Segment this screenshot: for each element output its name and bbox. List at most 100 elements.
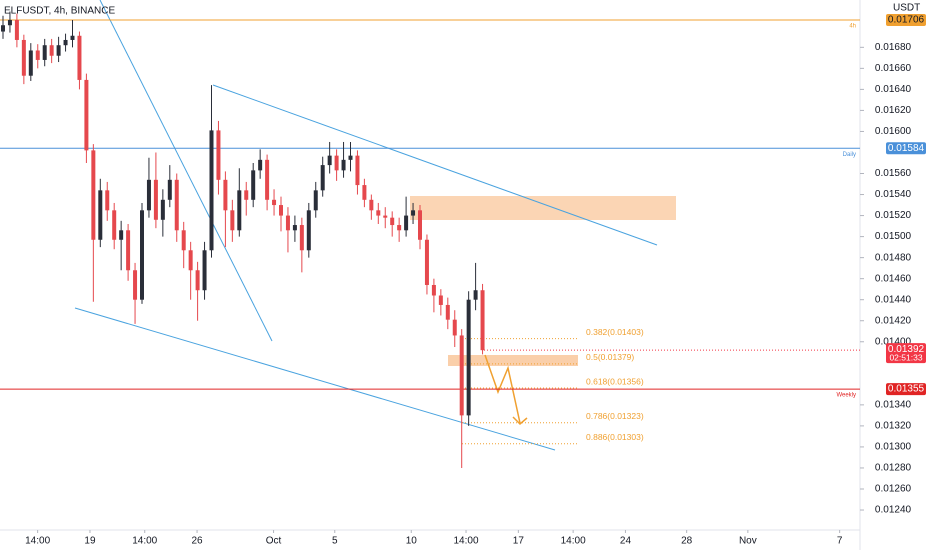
candle-body: [251, 170, 256, 200]
y-tick-label: 0.01660: [875, 63, 912, 74]
candle-body: [153, 179, 158, 220]
level-price-box: [886, 383, 926, 396]
last-price: 0.01392: [888, 344, 925, 355]
y-tick-label: 0.01320: [875, 421, 912, 432]
candle-body: [209, 130, 214, 251]
candle-body: [1, 25, 5, 32]
y-tick-label: 0.01440: [875, 294, 912, 305]
candle-body: [49, 45, 54, 56]
candle-body: [404, 215, 409, 231]
supply-zone: [410, 196, 676, 220]
candle-body: [397, 225, 402, 231]
candle-body: [355, 155, 360, 186]
candle-body: [272, 199, 277, 206]
arrow-head: [512, 416, 528, 426]
level-price: 0.01584: [888, 143, 925, 154]
trend-line: [99, 0, 273, 342]
level-price: 0.01706: [888, 15, 925, 26]
candle-body: [390, 217, 395, 226]
candle-body: [112, 210, 117, 240]
candle-body: [174, 179, 179, 231]
y-tick-label: 0.01480: [875, 252, 912, 263]
candle-body: [285, 215, 290, 231]
candle-body: [320, 165, 325, 191]
x-tick-label: 24: [620, 536, 632, 547]
candle-body: [279, 205, 283, 216]
candle-body: [167, 179, 172, 200]
y-tick-label: 0.01340: [875, 400, 912, 411]
y-tick-label: 0.01280: [875, 463, 912, 474]
candle-body: [445, 304, 450, 320]
projection-arrow: [484, 354, 521, 424]
fib-label: 0.382(0.01403): [586, 327, 644, 337]
candle-body: [105, 190, 110, 211]
x-tick-label: 10: [406, 536, 418, 547]
candle-body: [98, 190, 103, 240]
candle-body: [7, 19, 12, 26]
y-tick-label: 0.01600: [875, 126, 912, 137]
candle-body: [466, 299, 471, 416]
x-tick-label: Oct: [266, 536, 282, 547]
y-tick-label: 0.01260: [875, 484, 912, 495]
x-tick-label: Nov: [739, 536, 757, 547]
candle-body: [411, 210, 416, 216]
candle-body: [313, 190, 318, 211]
candle-body: [181, 230, 186, 251]
candle-body: [77, 35, 82, 80]
candle-body: [42, 45, 47, 60]
y-tick-label: 0.01420: [875, 315, 912, 326]
candle-body: [438, 295, 443, 305]
x-tick-label: 14:00: [454, 536, 479, 547]
level-price-box: [886, 13, 926, 26]
candle-body: [35, 50, 40, 60]
candle-body: [369, 199, 374, 211]
candle-body: [480, 290, 485, 351]
x-tick-label: 19: [84, 536, 96, 547]
candle-body: [473, 290, 478, 300]
level-price: 0.01355: [888, 384, 925, 395]
x-tick-label: 14:00: [25, 536, 50, 547]
y-tick-label: 0.01560: [875, 168, 912, 179]
candle-body: [306, 210, 311, 251]
level-tag: 4h: [849, 24, 856, 30]
candle-body: [56, 45, 61, 56]
x-tick-label: 28: [681, 536, 693, 547]
trend-line: [212, 84, 658, 246]
x-tick-label: 17: [513, 536, 525, 547]
candle-body: [140, 210, 144, 300]
candle-body: [265, 159, 270, 200]
fib-label: 0.618(0.01356): [586, 376, 644, 386]
last-price-box: [886, 343, 926, 364]
currency: USDT: [893, 3, 920, 14]
y-tick-label: 0.01620: [875, 105, 912, 116]
y-tick-label: 0.01540: [875, 189, 912, 200]
x-tick-label: 7: [837, 536, 843, 547]
candle-body: [146, 179, 151, 211]
candle-body: [63, 39, 68, 46]
y-tick-label: 0.01460: [875, 273, 912, 284]
x-tick-label: 14:00: [561, 536, 586, 547]
y-tick-label: 0.01500: [875, 231, 912, 242]
candle-body: [341, 159, 346, 171]
candle-body: [431, 284, 436, 296]
candle-body: [299, 225, 304, 251]
countdown: 02:51:33: [889, 352, 922, 362]
candle-body: [327, 155, 332, 166]
candle-body: [244, 190, 249, 200]
candle-body: [216, 130, 221, 180]
x-tick-label: 5: [332, 536, 338, 547]
level-price-box: [886, 142, 926, 155]
symbol-title: ELFUSDT, 4h, BINANCE: [4, 6, 115, 17]
candle-body: [126, 230, 131, 271]
candle-body: [21, 39, 26, 76]
candle-body: [459, 335, 464, 416]
y-tick-label: 0.01300: [875, 442, 912, 453]
candle-body: [160, 199, 165, 220]
candle-body: [202, 250, 207, 291]
candle-body: [452, 319, 457, 336]
candle-body: [362, 185, 367, 200]
trend-line: [74, 307, 556, 451]
